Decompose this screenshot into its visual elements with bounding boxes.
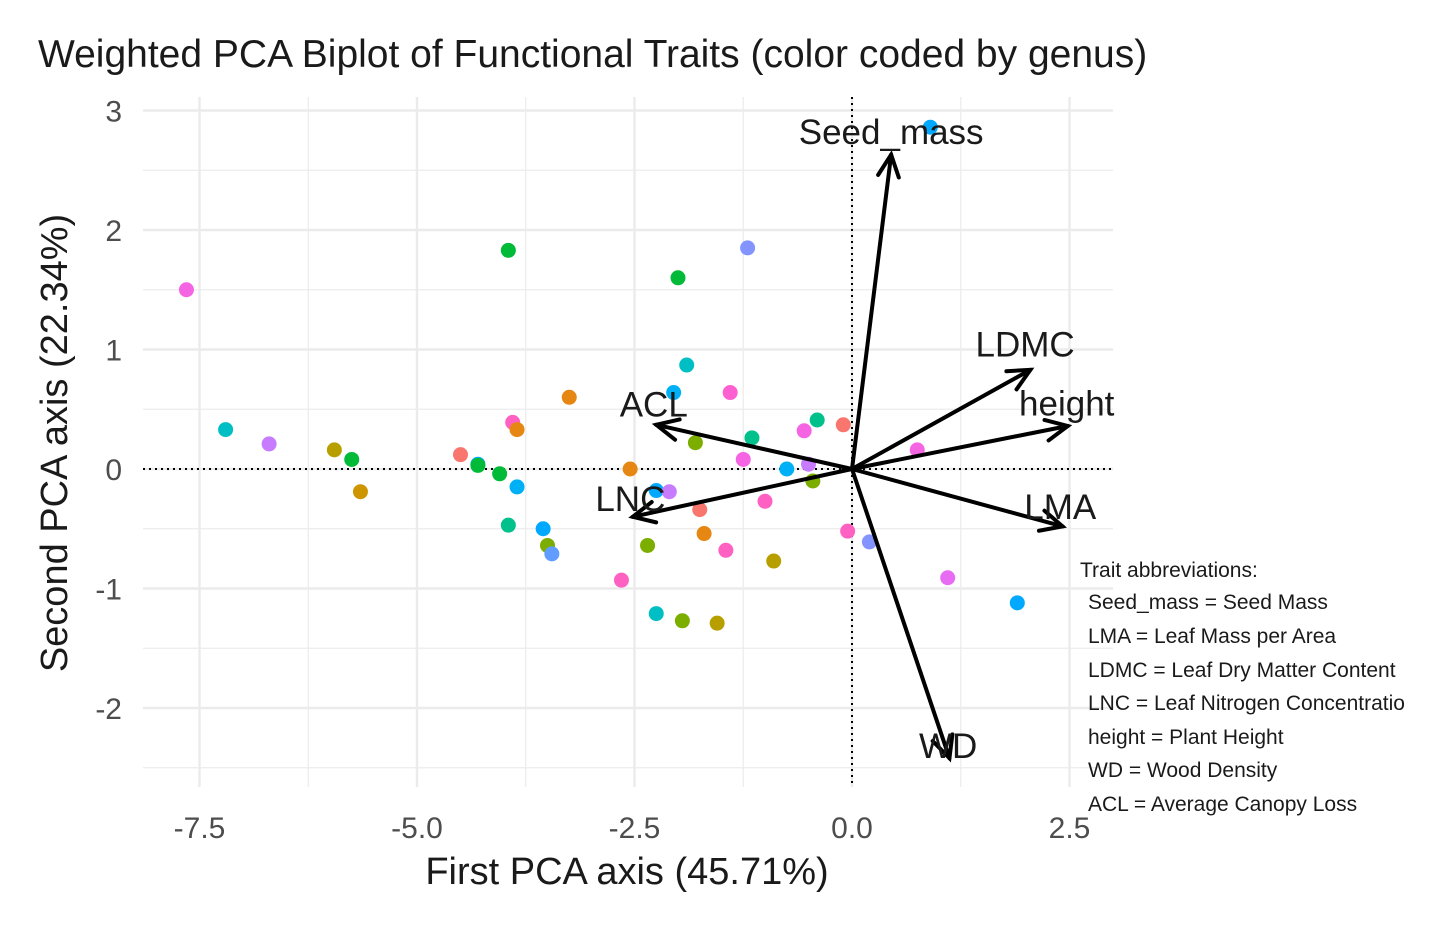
y-tick-label: 1 (105, 335, 122, 368)
grid-lines (143, 97, 1113, 787)
loading-arrow-shaft (850, 467, 1065, 529)
loading-label: ACL (620, 385, 688, 424)
data-point (709, 615, 725, 631)
data-point (722, 385, 738, 401)
data-point (1009, 595, 1025, 611)
data-point (509, 422, 525, 438)
loading-arrow-shaft (654, 422, 854, 471)
data-point (470, 457, 486, 473)
data-point (640, 537, 656, 553)
data-point (687, 435, 703, 451)
data-point (922, 119, 938, 135)
data-point (178, 282, 194, 298)
data-point (261, 436, 277, 452)
note-heading: Trait abbreviations: (1080, 559, 1258, 582)
x-tick-label: -5.0 (391, 812, 443, 845)
data-point (352, 484, 368, 500)
data-point (757, 493, 773, 509)
data-point (218, 422, 234, 438)
note-line: LNC = Leaf Nitrogen Concentratio (1088, 692, 1405, 715)
data-point (735, 451, 751, 467)
loading-label: WD (919, 727, 977, 766)
loading-label: Seed_mass (799, 113, 984, 152)
data-point (561, 389, 577, 405)
data-point (492, 466, 508, 482)
data-point (500, 517, 516, 533)
data-point (779, 461, 795, 477)
data-point (648, 606, 664, 622)
x-tick-label: 0.0 (831, 812, 873, 845)
data-point (661, 484, 677, 500)
loading-arrows: Seed_mass LDMC height LMA WD ACL LNC (595, 113, 1114, 766)
loading-arrow-shaft (850, 152, 894, 471)
data-point (692, 502, 708, 518)
y-tick-label: -1 (95, 574, 122, 607)
note-line: height = Plant Height (1088, 726, 1284, 749)
data-point (453, 447, 468, 463)
y-tick-label: 0 (105, 454, 122, 487)
data-point (840, 523, 856, 539)
loading-label: LDMC (976, 326, 1075, 365)
loading-arrow-head (930, 732, 955, 763)
data-point (718, 542, 734, 558)
data-point (666, 385, 682, 401)
y-axis-ticks: 3 2 1 0 -1 -2 (95, 96, 122, 727)
data-point (544, 546, 560, 562)
data-point (740, 240, 756, 256)
loading-arrow-shaft (630, 467, 854, 519)
y-tick-label: -2 (95, 693, 122, 726)
data-point (796, 423, 812, 439)
chart-title: Weighted PCA Biplot of Functional Traits… (38, 33, 1147, 76)
x-tick-label: -7.5 (174, 812, 226, 845)
data-point (940, 570, 956, 586)
loading-label: LMA (1024, 488, 1097, 527)
loading-arrow-head (628, 500, 659, 525)
x-axis-label: First PCA axis (45.71%) (425, 851, 828, 893)
data-point (500, 242, 516, 258)
data-point (861, 534, 877, 550)
note-line: WD = Wood Density (1088, 759, 1278, 782)
loading-arrow-head (651, 417, 682, 442)
data-point (835, 417, 851, 433)
trait-abbreviation-note: Trait abbreviations: Seed_mass = Seed Ma… (1080, 559, 1405, 816)
loading-arrow-head (876, 150, 901, 180)
y-tick-label: 3 (105, 96, 122, 129)
y-tick-label: 2 (105, 215, 122, 248)
data-point (766, 553, 782, 569)
data-point (622, 461, 638, 477)
data-point (670, 270, 686, 286)
x-tick-label: 2.5 (1049, 812, 1091, 845)
loading-arrow-shaft (850, 367, 1033, 471)
data-point (509, 479, 525, 495)
loading-arrow-head (1004, 367, 1035, 392)
data-points (178, 119, 1025, 631)
data-point (344, 451, 360, 467)
loading-arrow-shaft (850, 467, 952, 761)
data-point (613, 572, 629, 588)
loading-label: LNC (595, 480, 665, 519)
data-point (679, 357, 695, 373)
reference-lines (143, 97, 1113, 787)
x-axis-ticks: -7.5 -5.0 -2.5 0.0 2.5 (174, 812, 1091, 845)
data-point (696, 526, 712, 542)
data-point (648, 483, 664, 499)
loading-label: height (1019, 384, 1115, 423)
note-line: ACL = Average Canopy Loss (1088, 793, 1357, 816)
y-axis-label: Second PCA axis (22.34%) (34, 214, 76, 672)
data-point (744, 430, 760, 446)
note-line: Seed_mass = Seed Mass (1088, 591, 1328, 614)
loading-arrow-shaft (850, 423, 1070, 471)
data-point (674, 613, 690, 629)
loading-arrow-head (1042, 417, 1073, 443)
data-point (535, 521, 551, 537)
loading-arrow-head (1036, 508, 1067, 533)
data-point (326, 442, 342, 458)
x-tick-label: -2.5 (609, 812, 661, 845)
data-point (809, 412, 825, 428)
note-line: LDMC = Leaf Dry Matter Content (1088, 659, 1396, 682)
note-line: LMA = Leaf Mass per Area (1088, 625, 1336, 648)
